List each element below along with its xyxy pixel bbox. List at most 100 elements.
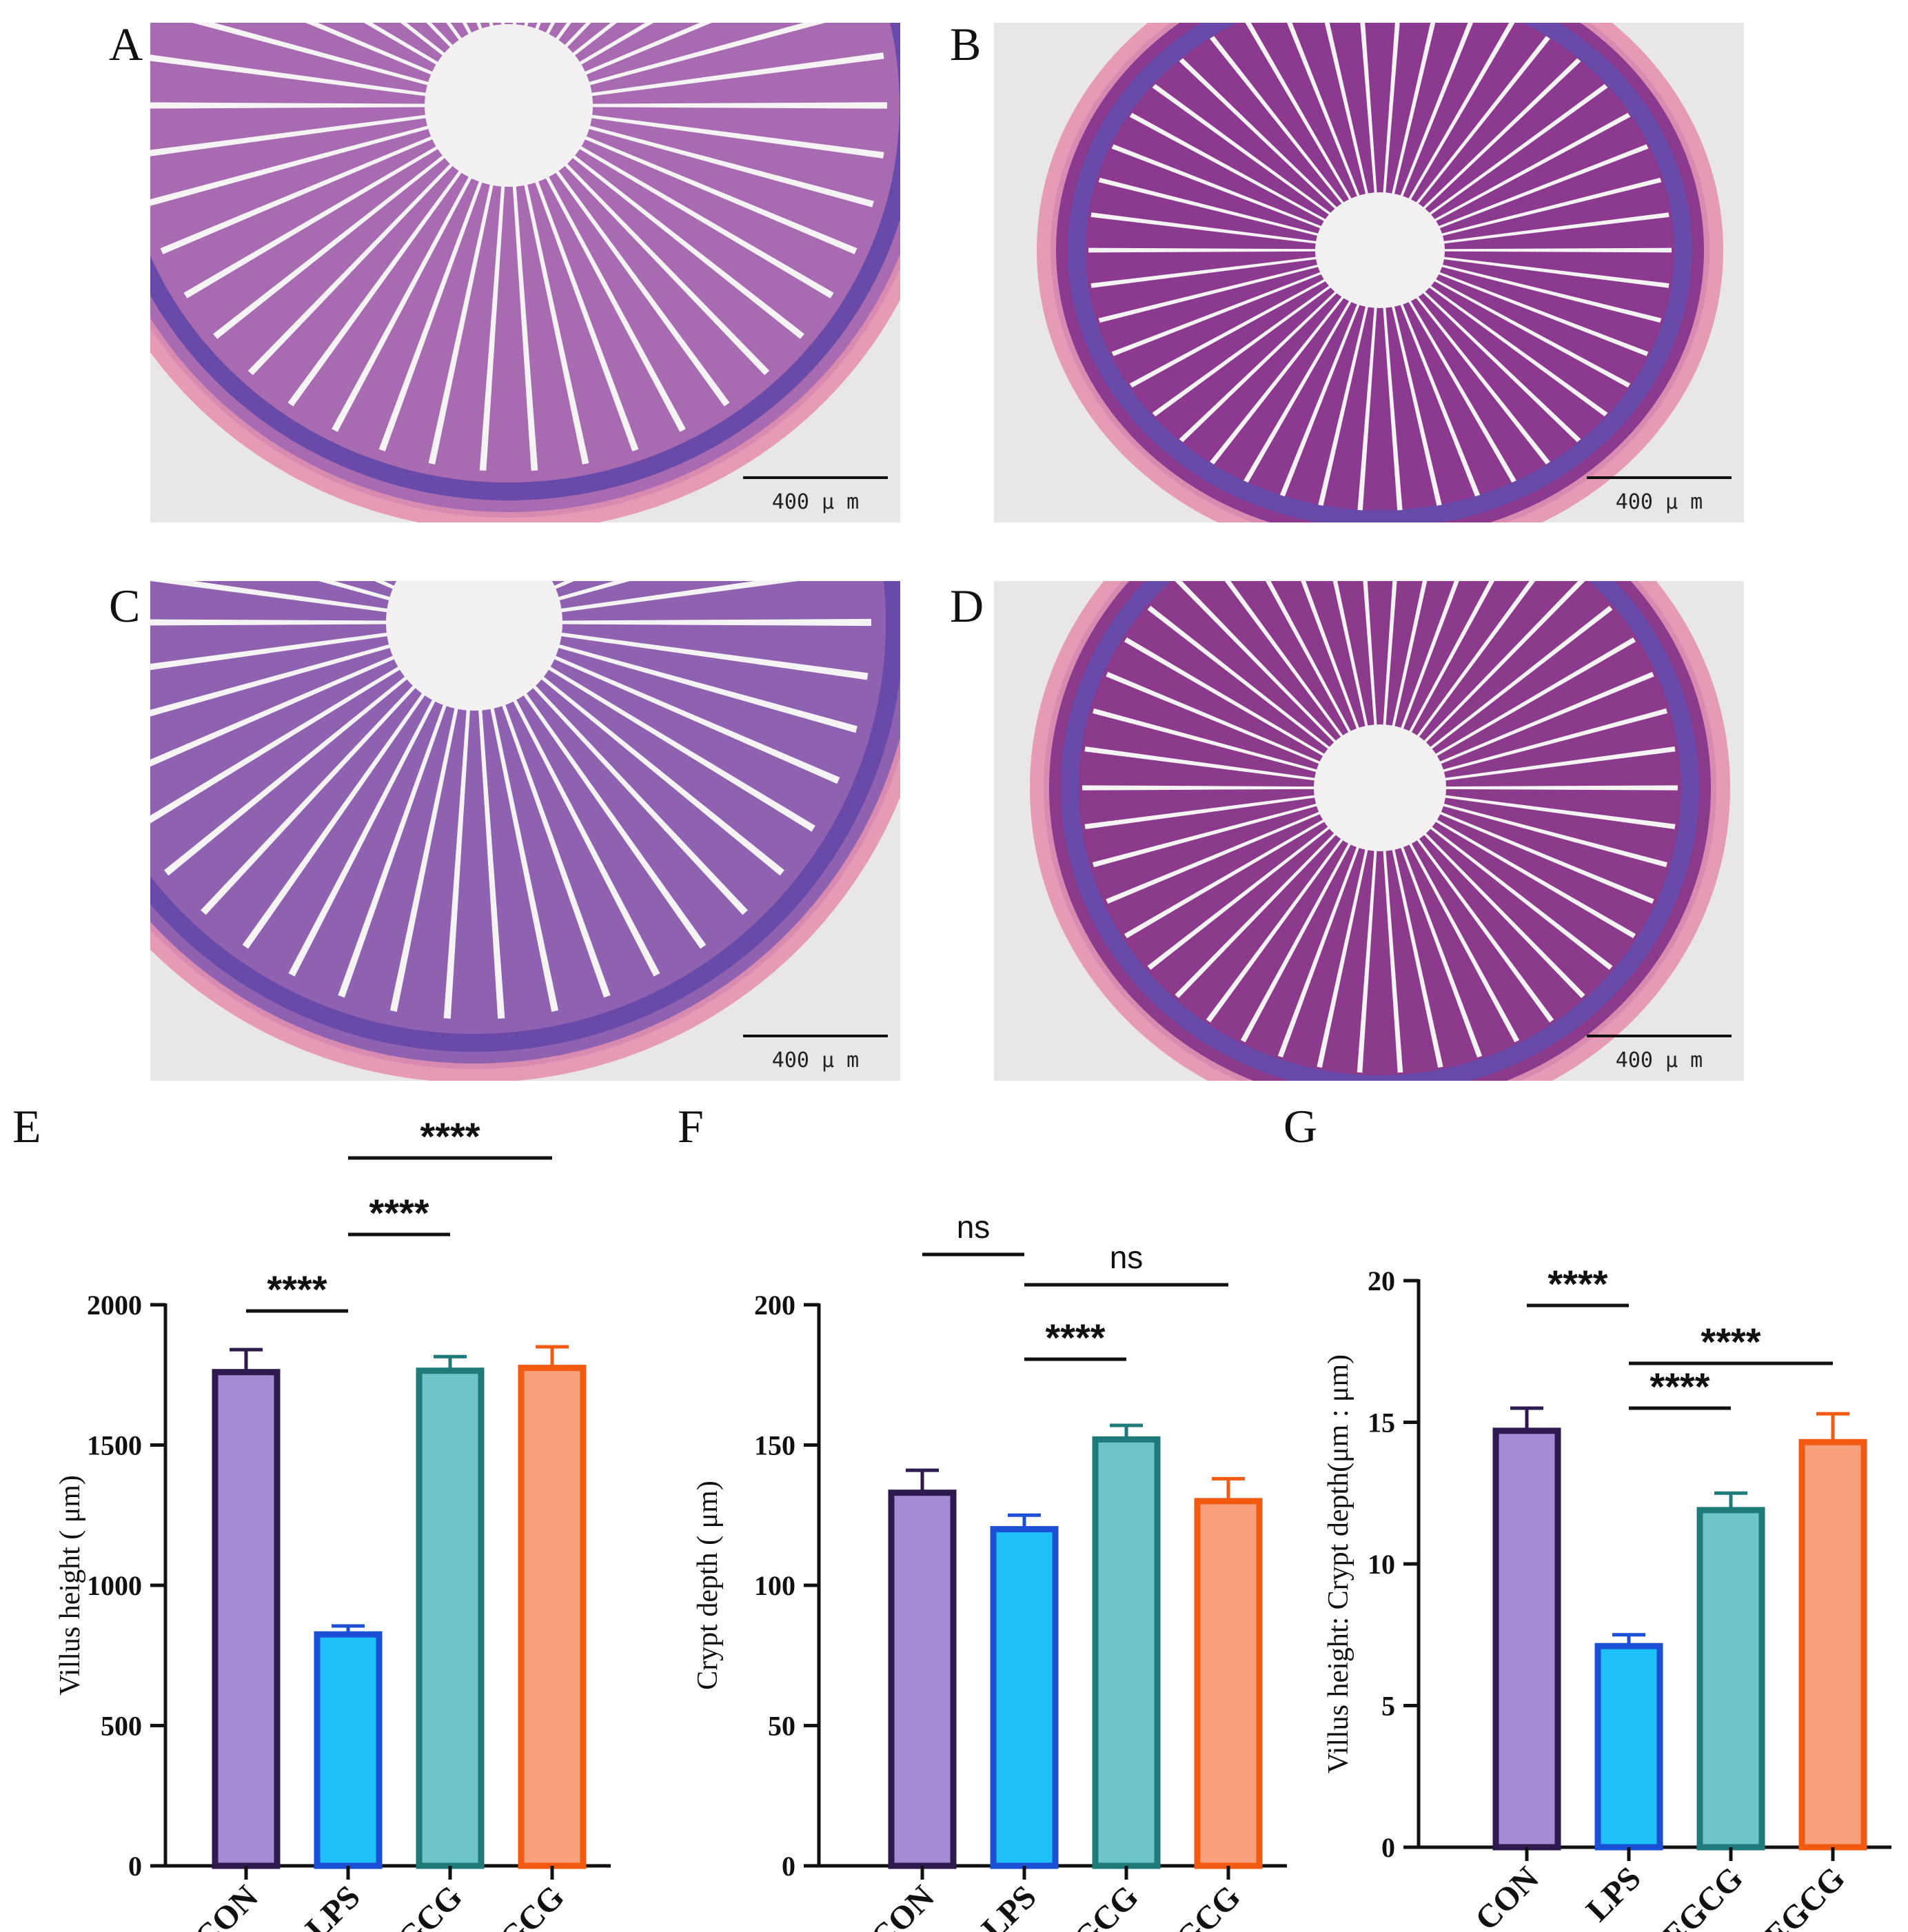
panel-label-c: C xyxy=(109,580,141,632)
villus-gap xyxy=(1437,212,1670,245)
villus-gap xyxy=(1406,837,1520,1043)
villus-gap xyxy=(1277,841,1361,1058)
villus-gap xyxy=(1390,23,1436,200)
villus-gap xyxy=(150,581,396,613)
villus-gap xyxy=(160,133,440,254)
villus-gap xyxy=(1419,58,1581,213)
villus-gap xyxy=(518,686,707,949)
villus-gap xyxy=(332,170,476,432)
villus-gap xyxy=(1413,581,1536,742)
panel-label-a: A xyxy=(109,18,143,70)
chart-f: 0 50 100 150 200 Crypt depth ( μm) CON LPSL-EGC… xyxy=(676,1130,1287,1932)
villus-gap xyxy=(1424,282,1608,417)
x-tick-label: H-EGCG xyxy=(1732,1860,1852,1932)
villus-gap xyxy=(428,176,496,465)
villus-gap xyxy=(183,142,445,298)
y-tick-label: 2000 xyxy=(87,1290,142,1321)
villus-gap xyxy=(288,692,440,977)
villus-gap xyxy=(509,692,660,977)
crypt-band xyxy=(1068,23,1692,522)
bar-con xyxy=(888,1489,957,1869)
villus-gap xyxy=(150,123,436,206)
significance-label: **** xyxy=(420,1115,480,1158)
villus-gap xyxy=(527,679,748,915)
villus-gap xyxy=(584,102,887,109)
villus-gap xyxy=(566,150,804,339)
scale-bar-label: 400 μ m xyxy=(772,490,859,514)
x-tick-label: LPS xyxy=(975,1878,1044,1932)
y-tick-label: 0 xyxy=(782,1851,795,1882)
villus-gap xyxy=(1244,296,1354,483)
villus-gap xyxy=(1084,794,1321,829)
villus-gap xyxy=(1240,837,1354,1043)
significance-label: **** xyxy=(1547,1262,1607,1305)
villus-gap xyxy=(577,23,712,78)
villus-gap xyxy=(1405,296,1516,483)
villus-gap xyxy=(1318,301,1370,506)
micrograph-a: 400 μ m xyxy=(150,23,900,522)
y-tick-label: 5 xyxy=(1381,1691,1395,1722)
villi-gaps xyxy=(1088,23,1672,511)
micrograph-a-svg: 400 μ m xyxy=(150,23,900,522)
villus-gap xyxy=(542,170,686,432)
villus-gap xyxy=(1382,581,1397,731)
panel-label-d: D xyxy=(950,580,984,632)
villus-gap xyxy=(1398,298,1481,497)
villus-gap xyxy=(378,174,485,451)
villus-gap xyxy=(1439,785,1678,791)
villus-gap xyxy=(192,23,436,88)
x-tick-label: H-EGCG xyxy=(1127,1878,1248,1932)
villus-gap xyxy=(532,174,639,451)
crypt-band xyxy=(150,581,900,1052)
villus-gap xyxy=(1179,58,1341,213)
villus-gap xyxy=(426,23,458,53)
villus-gap xyxy=(1425,822,1613,970)
lumen xyxy=(1315,192,1445,308)
villus-gap xyxy=(1124,637,1330,760)
villus-gap xyxy=(577,133,857,254)
villus-gap xyxy=(572,23,654,69)
scale-bar-label: 400 μ m xyxy=(1616,1048,1703,1072)
villus-gap xyxy=(1439,746,1676,782)
villus-gap xyxy=(1357,844,1378,1073)
villus-gap xyxy=(1301,581,1361,735)
villus-gap xyxy=(1279,298,1362,497)
villus-gap xyxy=(338,696,449,998)
villus-gap xyxy=(552,581,798,613)
y-tick-label: 50 xyxy=(768,1711,795,1742)
villus-gap xyxy=(581,123,874,207)
bar-lps xyxy=(990,1526,1059,1869)
villus-gap xyxy=(363,23,445,69)
y-tick-label: 500 xyxy=(101,1711,142,1742)
villus-gap xyxy=(1419,581,1585,747)
y-axis-label: Villus height ( μm) xyxy=(54,1475,86,1696)
villus-gap xyxy=(1429,276,1631,388)
crypt-band xyxy=(150,23,900,500)
chart-e-svg: 0 500 1000 1500 2000 Villus height ( μm) CON LP… xyxy=(54,1115,611,1932)
villus-gap xyxy=(305,23,440,78)
villus-gap xyxy=(1419,828,1585,999)
y-tick-label: 10 xyxy=(1368,1549,1395,1580)
significance-label: **** xyxy=(369,1191,429,1234)
villus-gap xyxy=(287,164,467,407)
villus-gap xyxy=(1210,292,1348,465)
villi-gaps xyxy=(150,23,887,471)
significance-label: ns xyxy=(957,1209,991,1245)
villus-gap xyxy=(318,581,398,603)
x-tick-label: LPS xyxy=(1579,1860,1648,1929)
micrograph-c-svg: 400 μ m xyxy=(150,581,900,1081)
villus-gap xyxy=(1430,637,1636,760)
chart-g-svg: 0 5 10 15 20 Villus height: Crypt depth(μm : … xyxy=(1323,1262,1891,1932)
villus-gap xyxy=(1245,23,1354,205)
significance-label: ns xyxy=(1110,1239,1144,1275)
villus-gap xyxy=(1098,177,1325,238)
villus-gap xyxy=(1129,276,1331,388)
villus-gap xyxy=(1382,844,1403,1073)
villus-gap xyxy=(1111,144,1328,231)
villus-gap xyxy=(554,618,871,627)
villus-gap xyxy=(1432,270,1649,356)
y-axis-label: Villus height: Crypt depth(μm : μm) xyxy=(1323,1354,1354,1773)
villus-gap xyxy=(1438,247,1672,253)
micrograph-d-svg: 400 μ m xyxy=(994,581,1744,1081)
villus-gap xyxy=(150,642,398,717)
